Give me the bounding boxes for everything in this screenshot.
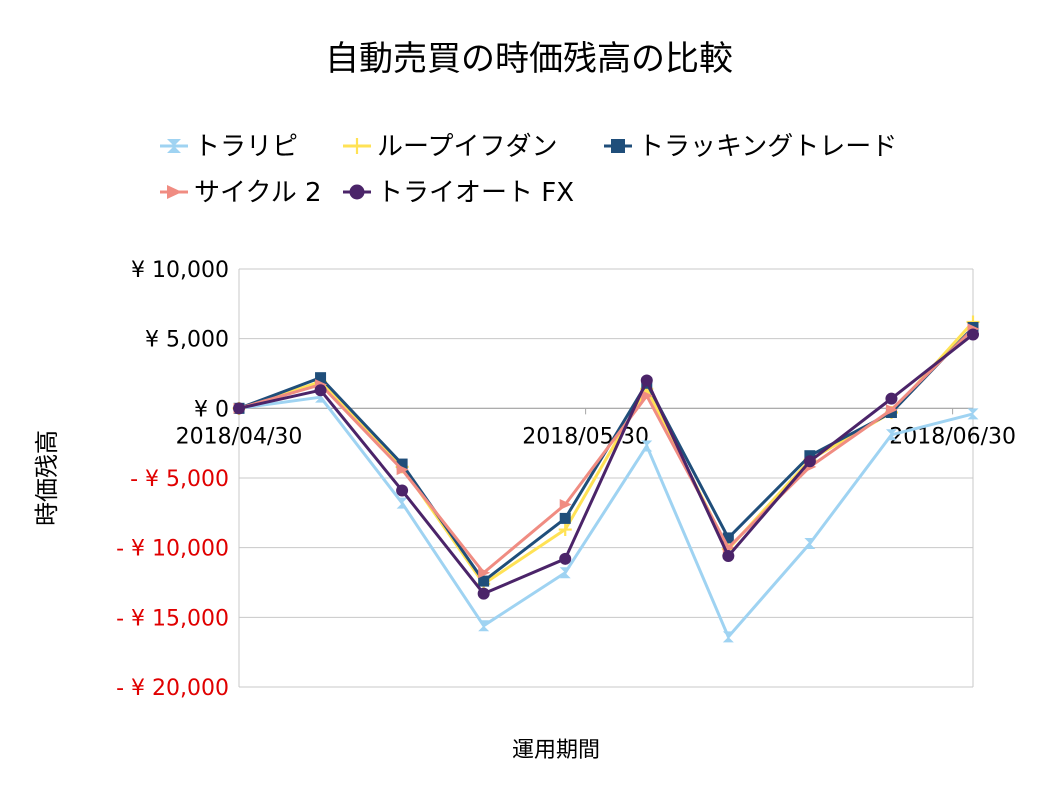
data-point [478, 575, 490, 587]
data-point [885, 404, 898, 416]
data-point [558, 523, 572, 537]
data-point [640, 374, 653, 387]
data-point [967, 408, 979, 420]
legend-item: ループイフダン [343, 132, 557, 162]
data-point [722, 532, 734, 544]
legend-label: トライオート FX [377, 178, 574, 208]
y-tick-label: ¥ 5,000 [145, 328, 229, 353]
gridlines [238, 268, 974, 688]
data-point [803, 455, 816, 468]
data-point [559, 552, 572, 565]
legend-marker [611, 139, 625, 153]
data-point [559, 567, 571, 579]
data-point [233, 402, 245, 415]
y-tick-label: - ¥ 20,000 [116, 676, 229, 701]
data-point [478, 567, 491, 579]
data-point [314, 384, 327, 397]
y-axis-label: 時価残高 [33, 430, 61, 526]
y-tick-label: ¥ 0 [194, 397, 229, 422]
legend-item: トライオート FX [343, 178, 574, 208]
data-point [804, 537, 816, 549]
legend-item: トラリピ [160, 132, 298, 162]
data-point [885, 429, 897, 441]
series-line [238, 395, 974, 639]
x-axis-label: 運用期間 [512, 738, 600, 763]
series-line [238, 326, 975, 583]
legend-label: トラッキングトレード [638, 132, 897, 162]
series-3 [233, 322, 979, 587]
legend-marker [167, 139, 181, 153]
y-tick-label: - ¥ 15,000 [116, 606, 229, 631]
y-tick-label: ¥ 10,000 [131, 258, 229, 283]
x-axis-tick-labels: 2018/04/30 2018/05/30 2018/06/30 [176, 424, 1016, 449]
data-point [559, 512, 571, 524]
data-point [641, 440, 653, 452]
legend-label: サイクル 2 [194, 178, 322, 208]
data-point [722, 550, 735, 563]
legend-label: ループイフダン [377, 132, 557, 162]
y-tick-label: - ¥ 10,000 [116, 537, 229, 562]
data-point [722, 631, 734, 643]
data-point [396, 497, 408, 509]
x-tick-label: 2018/06/30 [889, 424, 1016, 449]
series-line [238, 327, 975, 575]
series-5 [233, 328, 979, 600]
legend-marker [349, 138, 365, 154]
data-point [478, 620, 490, 632]
chart-title: 自動売買の時価残高の比較 [325, 39, 733, 79]
data-point [396, 484, 409, 497]
data-point [396, 464, 409, 476]
data-point [396, 458, 408, 470]
data-point [885, 392, 898, 405]
data-point [641, 390, 654, 402]
data-point [967, 328, 979, 341]
legend-marker [167, 185, 182, 199]
series-line [238, 320, 975, 586]
x-tick-label: 2018/04/30 [176, 424, 303, 449]
series-layer [232, 315, 980, 643]
y-tick-label: - ¥ 5,000 [130, 467, 229, 492]
data-point [477, 587, 490, 600]
legend-marker [349, 184, 365, 200]
series-4 [233, 323, 980, 579]
series-line [238, 333, 974, 596]
legend-item: トラッキングトレード [604, 132, 897, 162]
x-tick-label: 2018/05/30 [522, 424, 649, 449]
data-point [559, 498, 572, 510]
data-point [315, 372, 327, 384]
legend-item: サイクル 2 [160, 178, 322, 208]
y-axis-tick-labels: ¥ 10,000 ¥ 5,000 ¥ 0 - ¥ 5,000 - ¥ 10,000 - ¥… [116, 258, 229, 701]
legend-label: トラリピ [194, 132, 298, 162]
